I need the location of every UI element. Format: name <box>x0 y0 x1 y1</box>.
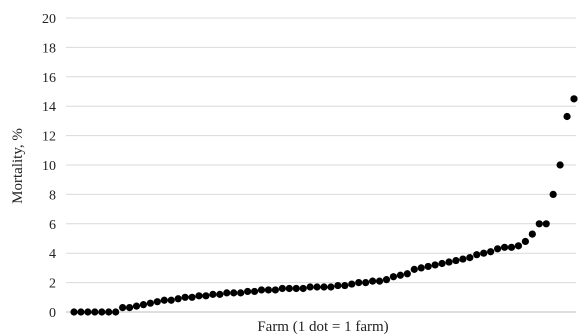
data-point <box>528 230 536 238</box>
data-point <box>396 271 404 279</box>
y-tick-label: 6 <box>49 218 56 233</box>
data-point <box>216 290 224 298</box>
y-tick-label: 4 <box>49 247 56 262</box>
y-axis-label: Mortality, % <box>10 128 26 204</box>
data-point <box>521 237 529 246</box>
data-point <box>160 296 168 304</box>
data-point <box>112 308 120 316</box>
data-point <box>139 301 148 309</box>
data-point <box>188 293 196 301</box>
data-point <box>549 190 557 198</box>
data-point <box>556 161 564 169</box>
data-point <box>424 262 432 271</box>
data-point <box>570 95 578 103</box>
data-point <box>452 256 460 265</box>
data-point <box>369 277 377 285</box>
data-point <box>202 292 210 300</box>
data-point <box>250 287 259 296</box>
data-point <box>438 259 446 268</box>
grid-lines <box>66 17 576 313</box>
data-point <box>146 299 154 307</box>
data-point <box>223 289 231 297</box>
data-point <box>466 254 474 262</box>
data-point <box>119 303 127 312</box>
data-point <box>244 287 252 296</box>
data-point <box>125 303 134 312</box>
y-tick-label: 18 <box>42 41 56 56</box>
y-tick-labels: 0 2 4 6 8 10 12 14 16 18 20 <box>42 12 56 321</box>
data-point <box>473 251 481 259</box>
data-point <box>306 283 314 291</box>
data-point <box>77 308 85 316</box>
data-point <box>313 283 321 291</box>
data-point <box>237 289 245 297</box>
data-point <box>209 290 217 298</box>
data-point <box>563 112 571 121</box>
y-tick-label: 12 <box>42 130 56 145</box>
data-point <box>542 220 550 228</box>
y-tick-label: 2 <box>49 277 56 292</box>
data-point <box>403 270 411 278</box>
data-point <box>153 298 161 306</box>
data-point <box>98 308 106 316</box>
data-point <box>480 249 488 257</box>
data-point <box>84 308 92 316</box>
data-point <box>230 289 238 297</box>
data-point <box>514 242 523 250</box>
data-point <box>264 286 273 294</box>
data-point <box>507 243 516 251</box>
data-points <box>70 95 578 316</box>
data-point <box>375 277 384 285</box>
data-point <box>292 284 300 293</box>
data-point <box>271 286 279 294</box>
data-point <box>285 284 293 293</box>
data-point <box>431 261 439 269</box>
y-tick-label: 10 <box>42 159 56 174</box>
data-point <box>382 276 391 284</box>
data-point <box>417 264 425 272</box>
data-point <box>389 273 398 281</box>
data-point <box>278 284 286 293</box>
data-point <box>174 295 182 303</box>
y-tick-label: 16 <box>42 71 56 86</box>
y-tick-label: 0 <box>49 306 56 321</box>
y-tick-label: 20 <box>42 12 56 27</box>
data-point <box>445 258 453 266</box>
data-point <box>459 255 467 263</box>
data-point <box>70 308 78 316</box>
data-point <box>105 308 113 316</box>
data-point <box>132 302 141 310</box>
data-point <box>91 308 99 316</box>
data-point <box>195 292 203 300</box>
data-point <box>487 248 495 256</box>
data-point <box>167 296 175 304</box>
data-point <box>341 281 349 290</box>
data-point <box>500 243 509 251</box>
data-point <box>535 220 543 228</box>
data-point <box>257 286 266 294</box>
data-point <box>320 283 328 291</box>
data-point <box>362 279 370 287</box>
x-axis-label: Farm (1 dot = 1 farm) <box>257 319 388 335</box>
data-point <box>181 293 189 301</box>
data-point <box>494 245 502 253</box>
data-point <box>299 284 307 293</box>
data-point <box>355 279 363 287</box>
y-tick-label: 14 <box>42 100 56 115</box>
data-point <box>327 283 335 291</box>
data-point <box>334 281 342 290</box>
data-point <box>410 265 418 273</box>
y-tick-label: 8 <box>49 188 56 203</box>
data-point <box>348 280 356 288</box>
